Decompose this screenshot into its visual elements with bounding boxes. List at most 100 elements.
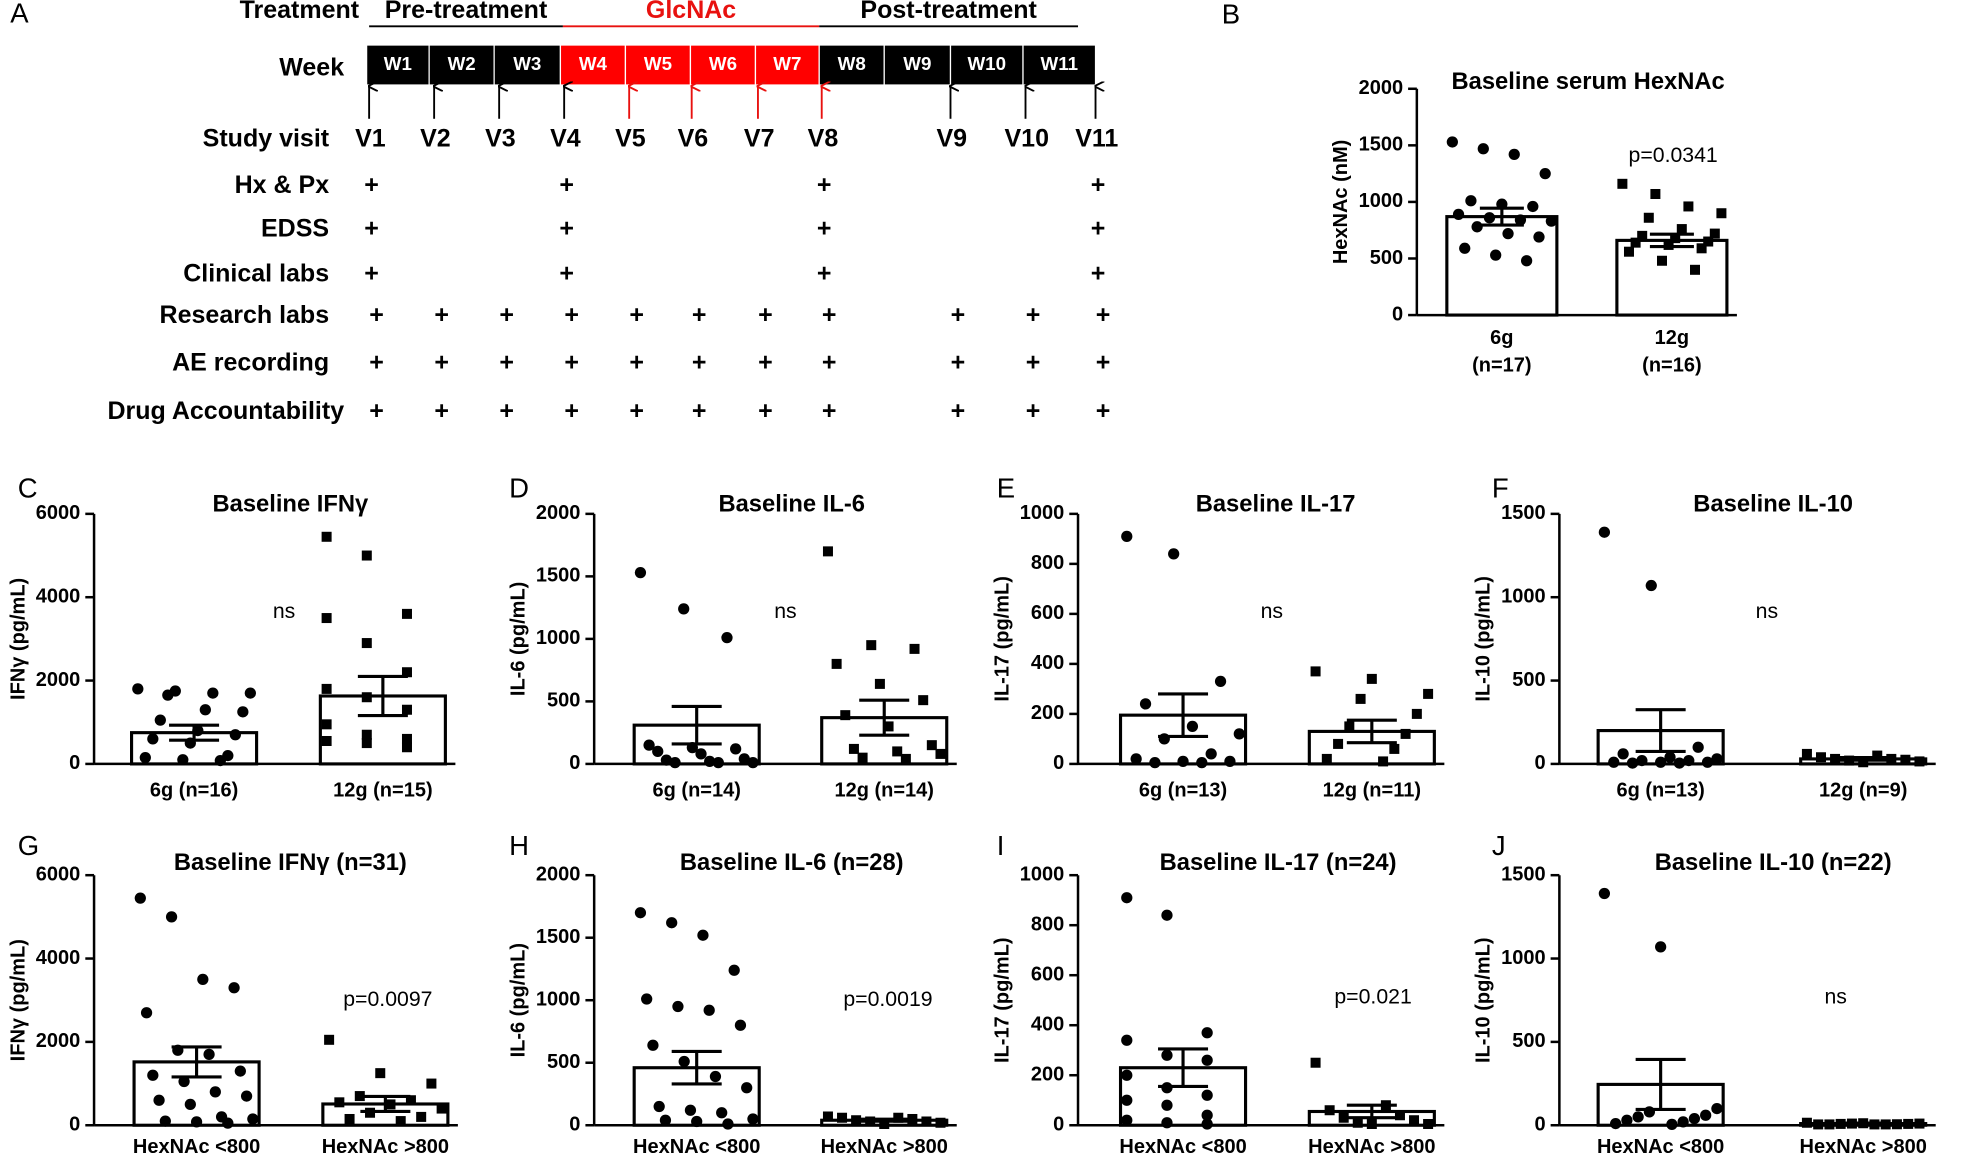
week-box	[365, 44, 430, 86]
annotation: p=0.0019	[843, 987, 932, 1011]
data-point	[822, 546, 833, 557]
y-tick-label: 1500	[1501, 863, 1545, 885]
data-point	[879, 1118, 890, 1129]
plus-mark: +	[369, 301, 384, 329]
data-point	[147, 733, 159, 745]
data-point	[162, 689, 174, 701]
data-point	[1545, 215, 1557, 227]
data-point	[1632, 1111, 1644, 1123]
data-point	[1645, 579, 1657, 592]
data-point	[1656, 255, 1667, 266]
data-point	[741, 1082, 753, 1094]
chart-title: Baseline IL-17	[1196, 490, 1356, 517]
panel-letter: E	[997, 472, 1015, 503]
row-label: Hx & Px	[235, 171, 330, 199]
row-label: Drug Accountability	[108, 397, 345, 425]
y-tick-label: 1000	[1501, 585, 1545, 607]
data-point	[1900, 754, 1911, 765]
data-point	[361, 738, 372, 749]
data-point	[1196, 757, 1208, 769]
data-point	[132, 683, 144, 695]
data-point	[1869, 1119, 1880, 1130]
x-tick-label: HexNAc <800	[1597, 1136, 1724, 1158]
data-point	[1130, 753, 1142, 765]
annotation: ns	[774, 599, 796, 623]
data-point	[1355, 693, 1366, 704]
data-point	[401, 704, 412, 715]
data-point	[1121, 1094, 1133, 1106]
data-point	[401, 667, 412, 678]
y-tick-label: 0	[569, 1114, 580, 1136]
plus-mark: +	[1096, 397, 1111, 425]
panel-letter: G	[18, 830, 39, 861]
chart-title: Baseline IL-6	[718, 490, 865, 517]
plus-mark: +	[692, 348, 707, 376]
data-point	[199, 704, 211, 716]
data-point	[361, 638, 372, 649]
data-point	[1621, 1114, 1633, 1126]
row-label: Clinical labs	[183, 260, 329, 288]
data-point	[1636, 754, 1648, 767]
data-point	[866, 640, 877, 651]
data-point	[865, 1116, 876, 1127]
data-point	[691, 1115, 703, 1128]
data-point	[405, 1095, 416, 1106]
data-point	[728, 964, 740, 976]
x-tick-label: 12g	[1655, 327, 1689, 349]
visit-label: V3	[485, 125, 516, 153]
plus-mark: +	[559, 215, 574, 243]
x-tick-label: 6g	[1490, 327, 1513, 349]
y-tick-label: 400	[1031, 1014, 1064, 1036]
data-point	[1696, 243, 1707, 254]
plus-mark: +	[817, 260, 832, 288]
chart-title: Baseline IFNγ	[212, 490, 369, 517]
week-box-label: W4	[579, 53, 608, 74]
y-tick-label: 500	[1512, 669, 1545, 691]
data-point	[1324, 1105, 1335, 1116]
plus-mark: +	[1091, 171, 1106, 199]
y-axis-label: IFNγ (pg/mL)	[7, 939, 29, 1061]
data-point	[197, 973, 209, 986]
data-point	[1539, 168, 1551, 180]
data-point	[641, 993, 653, 1005]
data-point	[1690, 264, 1701, 275]
data-point	[139, 752, 151, 764]
data-point	[643, 739, 655, 751]
y-tick-label: 200	[1031, 702, 1064, 724]
data-point	[1214, 675, 1227, 688]
data-point	[401, 733, 412, 744]
data-point	[228, 982, 240, 994]
data-point	[686, 742, 698, 754]
data-point	[695, 748, 707, 760]
y-tick-label: 600	[1031, 963, 1064, 985]
data-point	[177, 754, 189, 766]
data-point	[747, 1113, 759, 1125]
data-point	[1502, 227, 1514, 240]
week-box	[949, 44, 1024, 86]
data-point	[234, 1065, 246, 1077]
x-tick-label: HexNAc >800	[1800, 1136, 1927, 1158]
data-point	[1676, 224, 1687, 235]
data-point	[1423, 1118, 1434, 1129]
data-point	[678, 603, 690, 615]
data-point	[1891, 1119, 1902, 1130]
week-box-label: W3	[513, 53, 541, 74]
data-point	[1366, 1118, 1377, 1129]
data-point	[1483, 212, 1496, 224]
y-tick-label: 2000	[36, 1030, 81, 1052]
data-point	[172, 1044, 184, 1056]
row-label: Research labs	[160, 301, 330, 329]
data-point	[1716, 208, 1727, 219]
plus-mark: +	[434, 348, 449, 376]
plus-mark: +	[559, 260, 574, 288]
data-point	[1344, 721, 1355, 732]
treatment-label: Treatment	[240, 0, 360, 24]
visit-label: V10	[1005, 125, 1049, 153]
y-tick-label: 800	[1031, 913, 1064, 935]
plus-mark: +	[1091, 215, 1106, 243]
data-point	[1623, 246, 1634, 257]
y-tick-label: 400	[1031, 652, 1064, 674]
data-point	[709, 1070, 722, 1083]
y-tick-label: 500	[1512, 1030, 1545, 1052]
data-point	[1186, 720, 1199, 733]
